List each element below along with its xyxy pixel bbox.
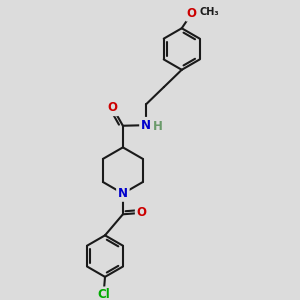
Text: O: O bbox=[187, 7, 197, 20]
Text: O: O bbox=[108, 101, 118, 114]
Text: H: H bbox=[153, 120, 163, 133]
Text: O: O bbox=[136, 206, 147, 219]
Text: Cl: Cl bbox=[97, 288, 110, 300]
Text: N: N bbox=[118, 187, 128, 200]
Text: N: N bbox=[141, 119, 151, 132]
Text: CH₃: CH₃ bbox=[200, 7, 220, 17]
